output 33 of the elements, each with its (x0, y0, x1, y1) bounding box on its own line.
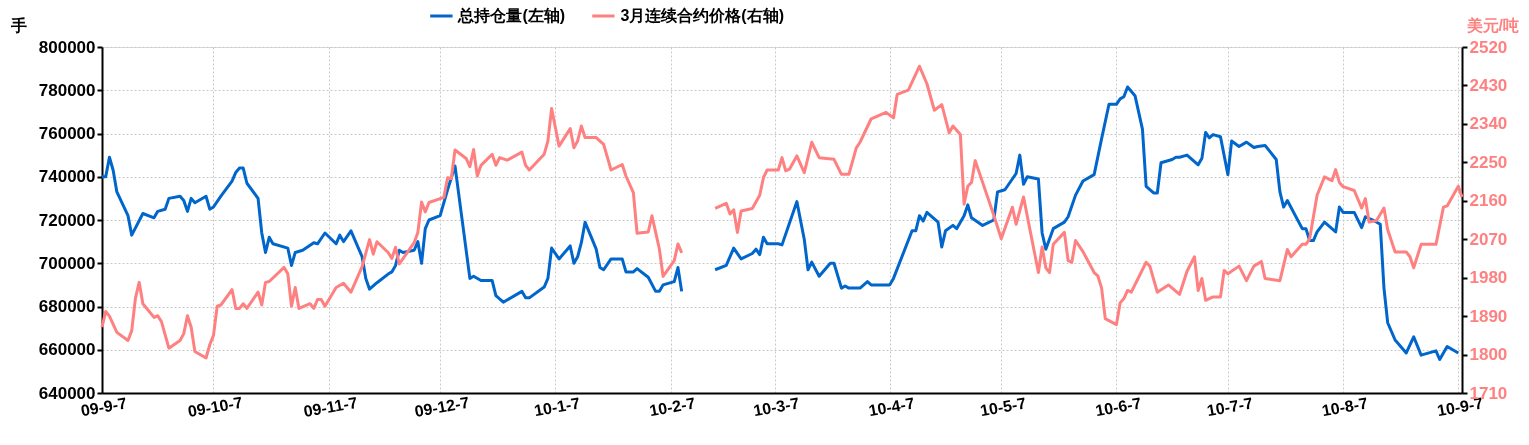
x-tick-label: 10-3-7 (752, 394, 801, 420)
y-tick-label: 660000 (38, 340, 96, 360)
y2-axis-title: 美元/吨 (1465, 15, 1519, 34)
x-tick-label: 09-12-7 (413, 393, 471, 421)
y-tick-label: 800000 (38, 37, 96, 57)
x-tick-label: 10-1-7 (532, 394, 582, 420)
y2-tick-label: 1890 (1469, 306, 1508, 326)
y-axis-title: 手 (9, 16, 27, 34)
x-tick-label: 10-5-7 (978, 394, 1028, 420)
y-tick-label: 760000 (38, 124, 96, 143)
y2-tick-label: 2430 (1469, 75, 1508, 95)
x-tick-label: 10-6-7 (1093, 394, 1143, 420)
x-tick-label: 09-11-7 (302, 393, 359, 420)
legend-label: 总持仓量(左轴) (457, 7, 566, 24)
y-tick-label: 700000 (38, 253, 96, 273)
x-tick-label: 10-8-7 (1320, 394, 1370, 420)
y-tick-label: 780000 (38, 80, 96, 100)
y2-tick-label: 2160 (1469, 191, 1508, 211)
y-tick-label: 720000 (38, 210, 96, 230)
y2-tick-label: 2070 (1469, 229, 1508, 249)
x-tick-label: 10-2-7 (648, 394, 697, 420)
y2-tick-label: 2520 (1469, 37, 1508, 57)
x-tick-label: 09-10-7 (186, 393, 245, 421)
x-tick-label: 10-7-7 (1205, 394, 1255, 420)
y-tick-label: 680000 (38, 297, 96, 316)
y2-tick-label: 2340 (1469, 114, 1508, 134)
x-tick-label: 10-4-7 (867, 394, 916, 420)
legend-label: 3月连续合约价格(右轴) (620, 7, 784, 24)
y2-tick-label: 2250 (1469, 152, 1508, 172)
y-tick-label: 740000 (38, 167, 96, 187)
y2-tick-label: 1980 (1469, 268, 1508, 288)
y2-tick-label: 1800 (1469, 345, 1508, 365)
y-tick-label: 640000 (38, 383, 96, 403)
